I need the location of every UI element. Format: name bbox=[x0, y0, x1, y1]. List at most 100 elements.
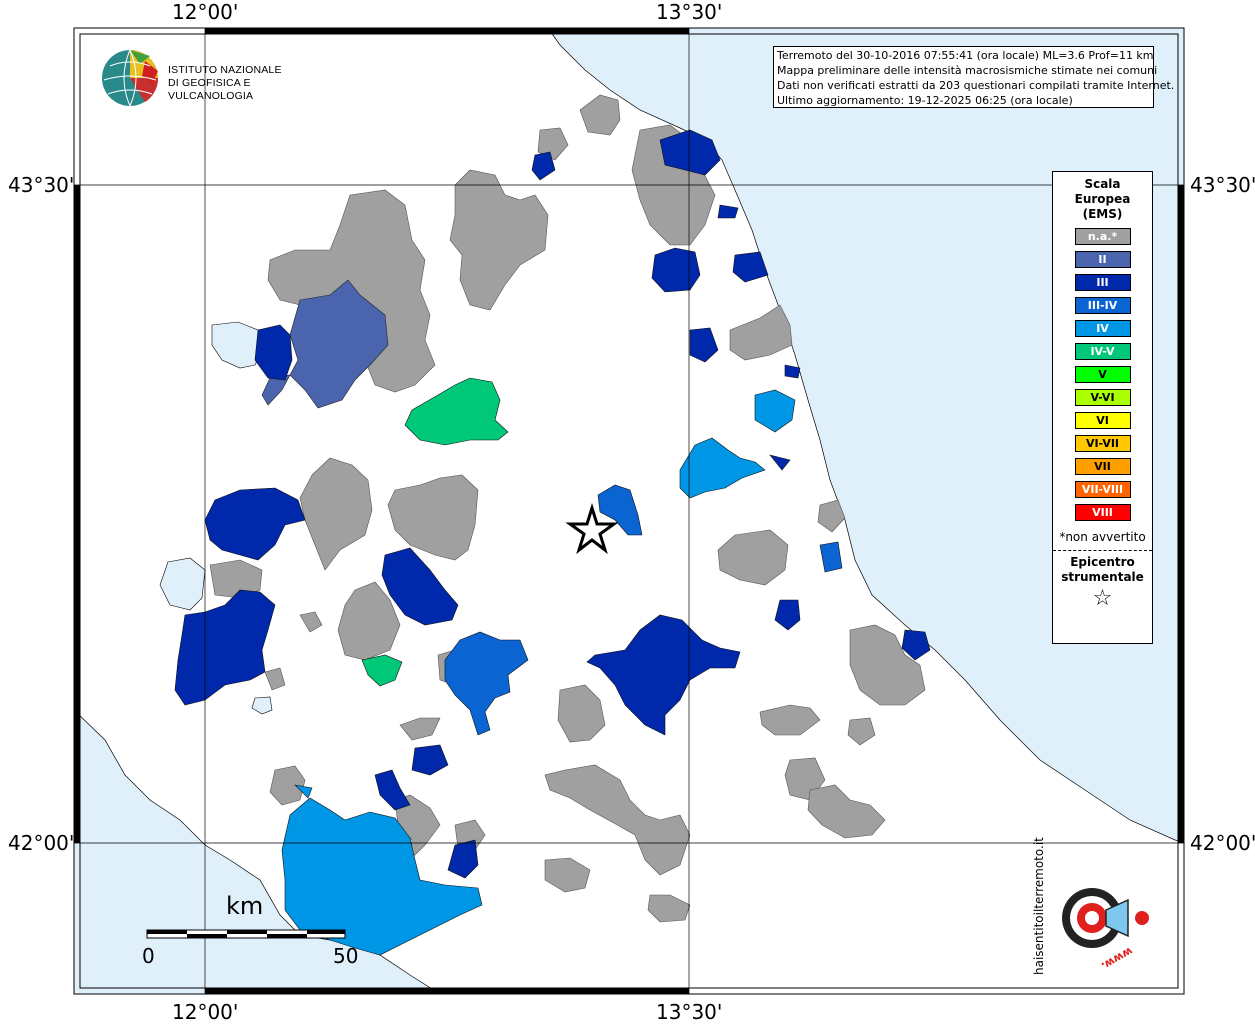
comune-III bbox=[784, 364, 801, 379]
comune-III bbox=[732, 251, 769, 283]
comune-na bbox=[557, 684, 606, 743]
hsit-brand-name: haisentitoilterremoto.it bbox=[1032, 837, 1046, 975]
comune-na bbox=[264, 667, 286, 691]
legend-swatch: II bbox=[1074, 251, 1131, 268]
comune-IV-V bbox=[361, 654, 403, 687]
coord-left-bottom: 42°00' bbox=[8, 831, 75, 855]
comune-na bbox=[337, 581, 401, 661]
coord-bottom-left: 12°00' bbox=[172, 1000, 239, 1024]
coord-top-right: 13°30' bbox=[656, 0, 723, 24]
comune-na bbox=[544, 764, 691, 876]
comune-na bbox=[544, 857, 591, 893]
comune-na bbox=[269, 765, 306, 806]
legend-swatch: III bbox=[1074, 274, 1131, 291]
comune-na bbox=[537, 127, 569, 161]
legend-swatch: VII bbox=[1074, 458, 1131, 475]
legend-note: *non avvertito bbox=[1059, 530, 1146, 544]
comune-na bbox=[399, 717, 441, 741]
legend-swatch: IV bbox=[1074, 320, 1131, 337]
comune-II bbox=[261, 279, 389, 409]
coord-top-left: 12°00' bbox=[172, 0, 239, 24]
hsit-logo-graphic bbox=[1062, 888, 1149, 948]
event-info-line3: Dati non verificati estratti da 203 ques… bbox=[777, 79, 1175, 92]
comune-III-IV bbox=[819, 541, 843, 573]
lake-trasimeno bbox=[211, 321, 263, 369]
comune-III bbox=[659, 129, 721, 176]
comune-na bbox=[647, 894, 691, 923]
epicenter-star-icon bbox=[565, 502, 619, 555]
comune-III bbox=[774, 599, 801, 631]
lake-bolsena bbox=[159, 557, 206, 611]
comune-IV bbox=[679, 437, 766, 499]
comune-IV-V bbox=[404, 377, 509, 446]
coord-right-bottom: 42°00' bbox=[1190, 831, 1255, 855]
comune-IV bbox=[294, 784, 313, 799]
comune-na bbox=[807, 784, 886, 839]
legend-swatch: V bbox=[1074, 366, 1131, 383]
legend-title-line2: Europea bbox=[1074, 192, 1131, 206]
coord-left-top: 43°30' bbox=[8, 173, 75, 197]
comune-na bbox=[817, 499, 846, 533]
comune-III bbox=[204, 487, 306, 561]
legend-title: Scala Europea (EMS) bbox=[1053, 177, 1152, 222]
legend-swatch: VIII bbox=[1074, 504, 1131, 521]
comune-na bbox=[449, 169, 549, 311]
legend-title-line1: Scala bbox=[1084, 177, 1121, 191]
comune-na bbox=[759, 704, 821, 736]
legend-items: n.a.* II III III-IV IV IV-V V V-VI VI VI-VII VII VI… bbox=[1053, 228, 1152, 521]
comune-III bbox=[411, 744, 449, 776]
ingv-name: ISTITUTO NAZIONALE DI GEOFISICA E VULCAN… bbox=[168, 64, 315, 103]
comune-III bbox=[447, 839, 479, 879]
comune-III bbox=[901, 629, 931, 661]
legend-swatch: V-VI bbox=[1074, 389, 1131, 406]
legend-swatch: IV-V bbox=[1074, 343, 1131, 360]
comune-na bbox=[387, 474, 479, 561]
comune-III bbox=[374, 769, 411, 811]
comune-III bbox=[381, 547, 459, 626]
comune-III-IV bbox=[444, 631, 529, 736]
comune-na bbox=[847, 717, 876, 746]
event-info-line2: Mappa preliminare delle intensità macros… bbox=[777, 64, 1158, 77]
legend-swatch: VI-VII bbox=[1074, 435, 1131, 452]
comune-III bbox=[689, 327, 719, 363]
legend-star-icon: ☆ bbox=[1092, 586, 1113, 611]
legend-swatch: n.a.* bbox=[1074, 228, 1131, 245]
coord-bottom-right: 13°30' bbox=[656, 1000, 723, 1024]
comune-na bbox=[717, 529, 789, 586]
legend-divider bbox=[1053, 550, 1152, 551]
comune-III bbox=[717, 204, 739, 219]
scale-min: 0 bbox=[142, 944, 155, 968]
comune-IV bbox=[281, 797, 483, 956]
comune-III bbox=[531, 151, 556, 181]
legend-swatch: III-IV bbox=[1074, 297, 1131, 314]
comune-III bbox=[174, 589, 276, 706]
legend-epicenter-line1: Epicentro bbox=[1070, 555, 1135, 569]
comune-III bbox=[254, 324, 293, 381]
ingv-name-line2: DI GEOFISICA E VULCANOLOGIA bbox=[168, 77, 254, 102]
ingv-logo: ISTITUTO NAZIONALE DI GEOFISICA E VULCAN… bbox=[100, 46, 315, 110]
legend-swatch: VII-VIII bbox=[1074, 481, 1131, 498]
comune-na bbox=[849, 624, 926, 706]
event-info-box: Terremoto del 30-10-2016 07:55:41 (ora l… bbox=[773, 46, 1175, 108]
scale-bar: km 0 50 bbox=[140, 892, 370, 972]
scale-max: 50 bbox=[333, 944, 359, 968]
legend-epicenter-line2: strumentale bbox=[1061, 570, 1144, 584]
hsit-logo: haisentitoilterremoto.it www. bbox=[1030, 837, 1160, 980]
comune-na bbox=[579, 94, 621, 136]
globe-icon bbox=[102, 49, 159, 107]
legend-swatch: VI bbox=[1074, 412, 1131, 429]
scale-bar-graphic bbox=[146, 929, 346, 939]
scale-unit: km bbox=[226, 892, 264, 920]
coord-right-top: 43°30' bbox=[1190, 173, 1255, 197]
comune-III bbox=[651, 247, 701, 293]
comune-III-IV bbox=[597, 484, 643, 536]
ems-legend: Scala Europea (EMS) n.a.* II III III-IV IV IV… bbox=[1052, 171, 1153, 644]
comune-na bbox=[299, 611, 323, 633]
comune-na bbox=[299, 457, 373, 571]
comune-na bbox=[729, 304, 793, 361]
lake-bracciano bbox=[251, 696, 273, 715]
comune-na bbox=[209, 559, 263, 599]
event-info-line1: Terremoto del 30-10-2016 07:55:41 (ora l… bbox=[777, 49, 1154, 62]
comune-IV bbox=[754, 389, 796, 433]
